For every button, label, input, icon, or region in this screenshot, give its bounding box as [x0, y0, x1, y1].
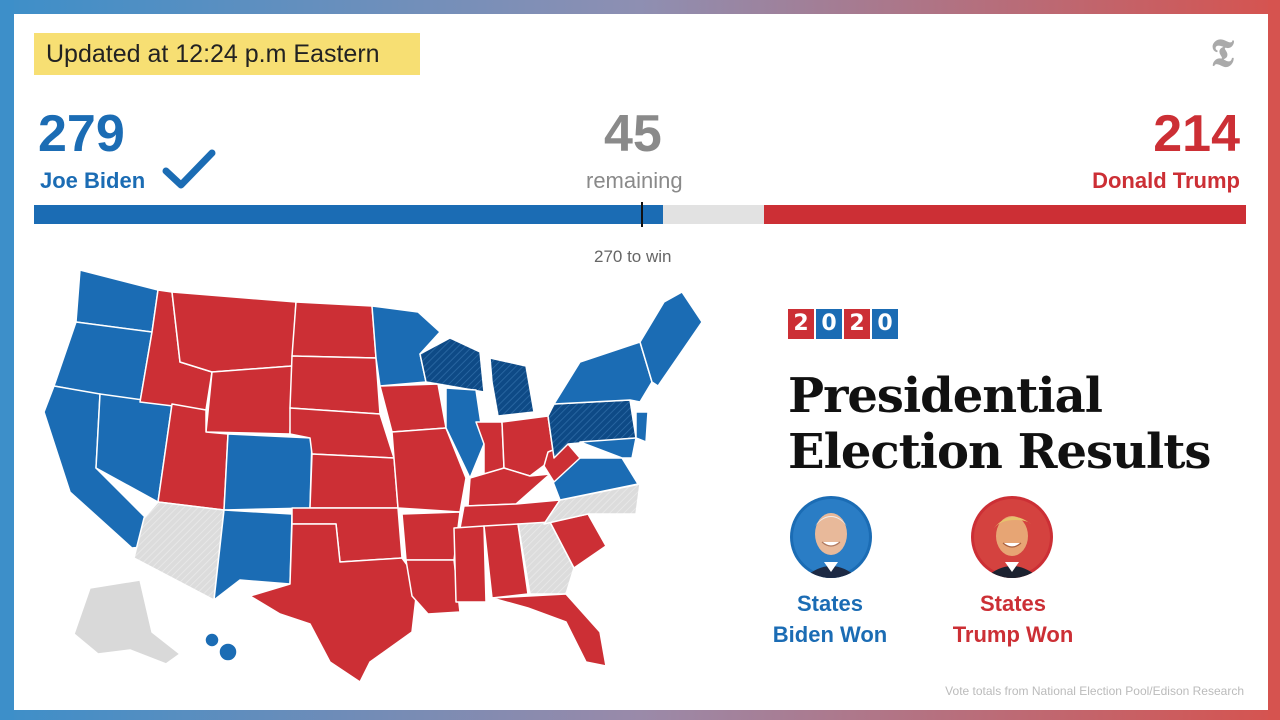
state-new-york[interactable] — [553, 341, 653, 405]
state-arizona[interactable] — [133, 501, 225, 601]
frame-bottom — [0, 710, 1280, 720]
caption-line1: States — [796, 591, 864, 616]
bar-trump-segment — [763, 205, 1246, 224]
state-maryland[interactable] — [579, 437, 637, 459]
state-illinois[interactable] — [445, 387, 485, 479]
state-alaska[interactable] — [73, 579, 181, 665]
state-kansas[interactable] — [309, 453, 399, 509]
headline-line2: Election Results — [788, 424, 1211, 480]
state-hawaii[interactable] — [204, 632, 220, 648]
trump-avatar[interactable] — [971, 496, 1053, 578]
state-alabama[interactable] — [483, 523, 529, 599]
state-florida[interactable] — [491, 593, 607, 667]
state-new-jersey[interactable] — [635, 411, 649, 443]
state-colorado[interactable] — [223, 433, 313, 511]
biden-avatar[interactable] — [790, 496, 872, 578]
state-ohio[interactable] — [501, 415, 555, 477]
year-digit: 0 — [816, 309, 842, 339]
biden-name: Joe Biden — [40, 168, 146, 193]
electoral-vote-bar — [34, 205, 1246, 224]
threshold-marker — [641, 202, 644, 227]
state-montana[interactable] — [171, 291, 297, 373]
year-digit: 0 — [872, 309, 898, 339]
us-electoral-map[interactable] — [40, 262, 720, 682]
state-north-dakota[interactable] — [291, 301, 377, 359]
caption-line1: States — [979, 591, 1047, 616]
state-texas[interactable] — [249, 523, 419, 682]
threshold-label: 270 to win — [594, 247, 672, 266]
headline: Presidential Election Results — [788, 368, 1211, 480]
caption-line2: Biden Won — [772, 622, 888, 647]
source-credit: Vote totals from National Election Pool/… — [945, 684, 1244, 698]
frame-left — [0, 0, 14, 720]
trump-name: Donald Trump — [1092, 168, 1240, 193]
state-new-mexico[interactable] — [213, 509, 293, 601]
frame-right — [1268, 0, 1280, 720]
updated-timestamp: Updated at 12:24 p.m Eastern — [34, 33, 420, 75]
biden-electoral-votes: 279 — [38, 105, 125, 163]
state-mississippi[interactable] — [453, 525, 487, 603]
trump-caption[interactable]: States Trump Won — [944, 588, 1082, 650]
year-digit: 2 — [788, 309, 814, 339]
remaining-votes: 45 — [604, 105, 662, 163]
nyt-logo-icon: 𝕿 — [1210, 30, 1234, 75]
state-hawaii-2[interactable] — [218, 642, 238, 662]
state-south-dakota[interactable] — [289, 355, 381, 415]
caption-line2: Trump Won — [952, 622, 1074, 647]
state-wisconsin[interactable] — [419, 337, 485, 393]
state-arkansas[interactable] — [401, 511, 461, 561]
check-icon — [162, 149, 216, 189]
year-badge: 2 0 2 0 — [788, 309, 898, 339]
state-louisiana[interactable] — [405, 559, 461, 615]
state-washington[interactable] — [75, 269, 159, 333]
state-michigan[interactable] — [489, 357, 535, 417]
headline-line1: Presidential — [788, 368, 1103, 424]
trump-electoral-votes: 214 — [1153, 105, 1240, 163]
state-wyoming[interactable] — [205, 365, 293, 435]
state-iowa[interactable] — [379, 383, 447, 433]
state-new-england[interactable] — [639, 291, 703, 387]
bar-biden-segment — [34, 205, 663, 224]
frame-top — [0, 0, 1280, 14]
state-kentucky[interactable] — [467, 467, 551, 507]
bar-remaining-segment — [662, 205, 764, 224]
biden-caption[interactable]: States Biden Won — [762, 588, 898, 650]
year-digit: 2 — [844, 309, 870, 339]
remaining-label: remaining — [586, 168, 683, 193]
